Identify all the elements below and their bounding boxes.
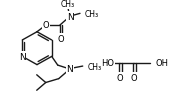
Text: N: N: [67, 13, 73, 22]
Text: N: N: [19, 52, 26, 61]
Text: CH₃: CH₃: [61, 0, 75, 9]
Text: CH₃: CH₃: [85, 10, 99, 19]
Text: N: N: [66, 65, 73, 74]
Text: O: O: [58, 35, 64, 44]
Text: CH₃: CH₃: [88, 62, 102, 71]
Text: O: O: [131, 73, 137, 82]
Text: O: O: [117, 73, 123, 82]
Text: HO: HO: [102, 59, 115, 68]
Text: O: O: [43, 21, 49, 30]
Text: OH: OH: [156, 59, 169, 68]
